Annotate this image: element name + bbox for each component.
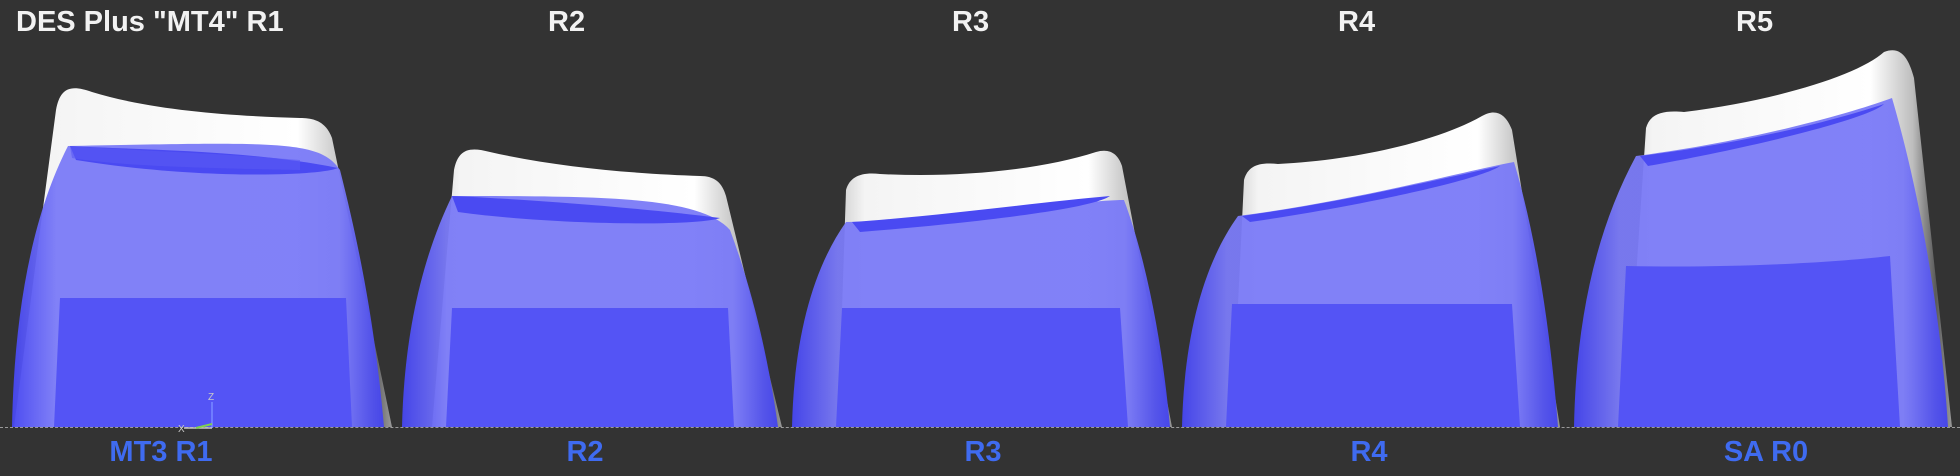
axis-x-label: X [178, 424, 185, 434]
bottom-label-r1: MT3 R1 [109, 436, 213, 468]
top-label-r4: R4 [1338, 6, 1376, 38]
top-label-r1: DES Plus "MT4" R1 [16, 6, 284, 38]
axis-y-line [195, 423, 213, 429]
axis-gizmo[interactable]: Z X [176, 390, 220, 434]
bottom-label-r2: R2 [566, 436, 604, 468]
keycap-r1 [12, 88, 392, 427]
axis-z-label: Z [208, 392, 214, 403]
keycap-r5 [1574, 50, 1952, 428]
top-label-r3: R3 [952, 6, 990, 38]
bottom-label-r4: R4 [1350, 436, 1388, 468]
keycap-r2 [402, 149, 782, 427]
keycap-r3 [792, 150, 1172, 427]
bottom-label-r3: R3 [964, 436, 1002, 468]
top-label-r5: R5 [1736, 6, 1774, 38]
bottom-label-r5: SA R0 [1723, 436, 1809, 468]
top-label-r2: R2 [548, 6, 586, 38]
keycap-r4 [1182, 112, 1560, 427]
ground-plane-line [0, 427, 1960, 429]
